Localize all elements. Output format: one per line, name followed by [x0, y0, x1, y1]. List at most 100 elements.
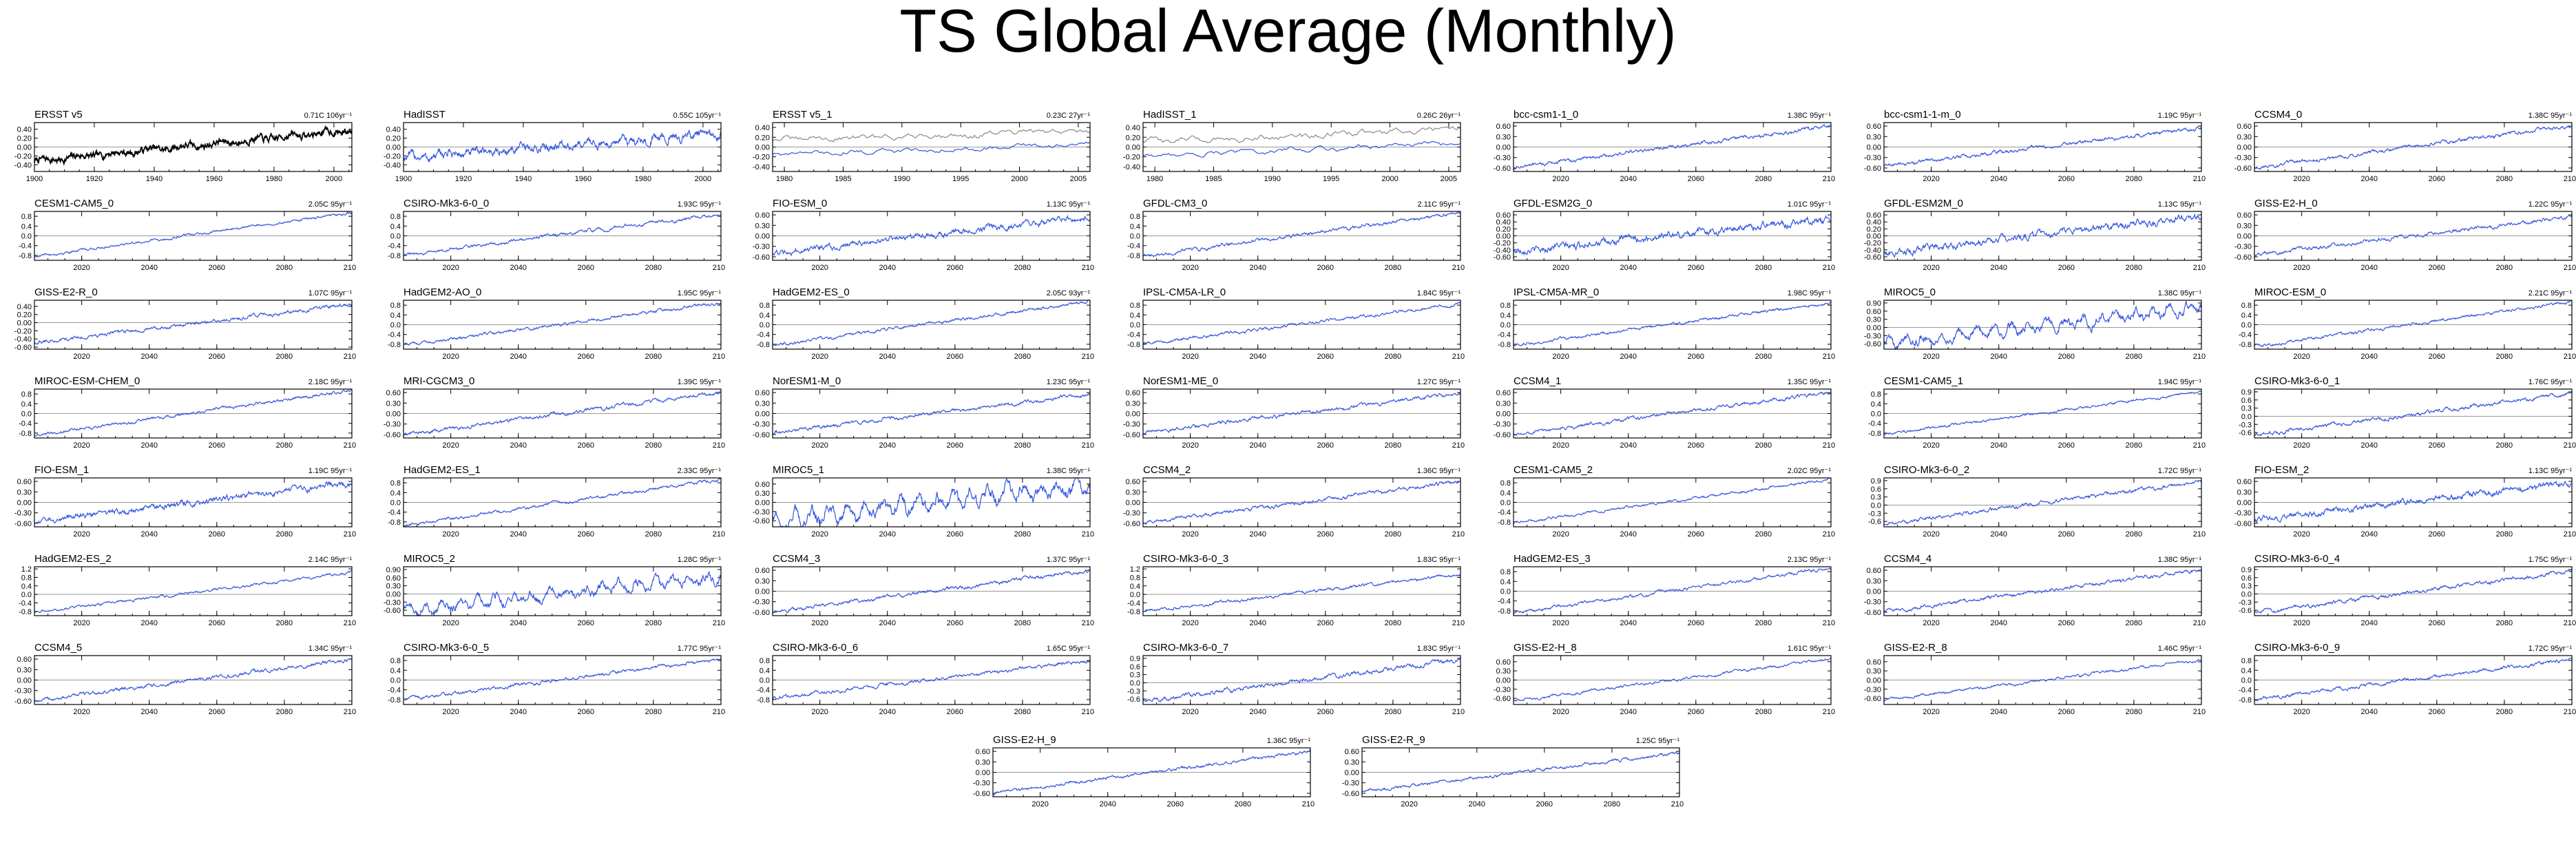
x-tick-label: 2060	[947, 353, 963, 361]
x-tick-label: 2020	[811, 530, 828, 539]
series-line-giss-e2-r-0	[34, 303, 353, 345]
trend-label: 1.36C 95yr⁻¹	[1267, 737, 1311, 745]
x-tick-label: 2100	[2193, 708, 2206, 716]
y-tick-label: -0.30	[753, 421, 770, 429]
x-tick-label: 2060	[2058, 264, 2075, 272]
chart-panel-gfdl-cm3-0: GFDL-CM3_0 2.11C 95yr⁻¹ 0.80.4 0.0-0.4-0.8 2…	[1127, 198, 1465, 272]
x-tick-label: 2020	[1182, 264, 1198, 272]
x-tick-label: 2000	[1011, 175, 1027, 183]
y-tick-label: -0.8	[1127, 341, 1140, 349]
x-tick-label: 1900	[26, 175, 43, 183]
chart-title: HadGEM2-AO_0	[404, 286, 481, 298]
x-tick-label: 2060	[2429, 264, 2445, 272]
y-tick-label: -0.60	[1494, 165, 1511, 173]
x-tick-label: 2080	[2126, 264, 2142, 272]
y-tick-label: 0.4	[390, 667, 401, 675]
x-tick-label: 2100	[344, 353, 356, 361]
y-tick-label: -0.20	[1864, 240, 1881, 248]
y-tick-label: -0.8	[2239, 341, 2252, 349]
y-tick-label: 0.6	[2241, 574, 2252, 583]
trend-label: 1.76C 95yr⁻¹	[2528, 378, 2573, 386]
series-line-ersst-v5	[34, 125, 353, 167]
series-line-csiro-mk3-6-0-6	[772, 660, 1091, 700]
y-tick-label: 0.90	[1867, 300, 1881, 308]
chart-panel-fio-esm-1: FIO-ESM_1 1.19C 95yr⁻¹ 0.60 0.30 0.00 -0.30 -0…	[14, 464, 356, 539]
chart-panel-cesm1-cam5-0: CESM1-CAM5_0 2.05C 95yr⁻¹ 0.80.4 0.0-0.4-0.…	[19, 198, 356, 272]
x-tick-label: 2020	[1552, 530, 1569, 539]
x-tick-label: 2040	[1620, 530, 1637, 539]
y-tick-label: -0.60	[753, 517, 770, 525]
chart-title: CSIRO-Mk3-6-0_3	[1143, 553, 1228, 565]
plot-frame	[2254, 655, 2573, 705]
y-tick-label: -0.4	[19, 420, 32, 428]
x-tick-label: 2080	[2126, 619, 2142, 627]
trend-label: 2.13C 95yr⁻¹	[1788, 556, 1832, 564]
chart-panel-csiro-mk3-6-0-9: CSIRO-Mk3-6-0_9 1.72C 95yr⁻¹ 0.8 0.4 0.0 -0.4…	[2239, 642, 2576, 716]
x-tick-label: 2060	[2058, 619, 2075, 627]
series-line-ccsm4-4	[1883, 569, 2202, 613]
y-tick-label: 0.20	[386, 135, 401, 143]
x-tick-label: 2080	[1235, 800, 1251, 808]
y-tick-label: 0.6	[2241, 397, 2252, 405]
y-tick-label: -0.60	[753, 253, 770, 262]
x-tick-label: 1960	[206, 175, 222, 183]
x-tick-label: 2080	[1385, 530, 1401, 539]
chart-panel-miroc-esm-chem-0: MIROC-ESM-CHEM_0 2.18C 95yr⁻¹0.80.40.0-0.…	[19, 375, 356, 450]
series-line-csiro-mk3-6-0-9	[2254, 657, 2573, 702]
series-line-gfdl-esm2m-0	[1883, 213, 2202, 258]
plot-frame	[1513, 566, 1832, 616]
y-tick-label: 0.0	[2241, 322, 2252, 330]
y-tick-label: -0.30	[973, 780, 990, 788]
chart-panel-hadgem2-ao-0: HadGEM2-AO_0 1.95C 95yr⁻¹ 0.80.4 0.0-0.4-0.…	[388, 286, 725, 361]
chart-title: IPSL-CM5A-MR_0	[1514, 286, 1599, 298]
chart-title: MIROC-ESM_0	[2254, 286, 2326, 298]
y-tick-label: 0.8	[760, 302, 770, 310]
y-tick-label: 0.40	[386, 126, 401, 134]
series-line-miroc-esm-chem-0	[34, 388, 353, 437]
trend-label: 1.95C 95yr⁻¹	[678, 289, 722, 297]
x-tick-label: 2040	[510, 619, 527, 627]
chart-title: GISS-E2-H_8	[1514, 642, 1577, 654]
plot-frame	[1142, 566, 1461, 616]
chart-title: GFDL-CM3_0	[1143, 198, 1207, 209]
y-tick-label: 0.0	[390, 499, 401, 508]
trend-label: 1.38C 95yr⁻¹	[2528, 112, 2573, 120]
trend-label: 0.55C 105yr⁻¹	[673, 112, 722, 120]
y-tick-label: 0.60	[1867, 123, 1881, 131]
chart-title: MIROC5_2	[404, 553, 455, 565]
x-tick-label: 2060	[947, 619, 963, 627]
y-tick-label: 0.8	[390, 302, 401, 310]
plot-frame	[1142, 477, 1461, 527]
trend-label: 2.05C 95yr⁻¹	[308, 200, 353, 209]
x-tick-label: 1920	[455, 175, 472, 183]
y-tick-label: 0.60	[755, 567, 770, 575]
chart-panel-csiro-mk3-6-0-7: CSIRO-Mk3-6-0_7 1.83C 95yr⁻¹0.90.60.30.0-…	[1127, 642, 1465, 716]
y-tick-label: -0.30	[1864, 598, 1881, 607]
trend-label: 2.33C 95yr⁻¹	[678, 467, 722, 475]
trend-label: 1.94C 95yr⁻¹	[2158, 378, 2202, 386]
y-tick-label: 0.8	[760, 657, 770, 665]
x-tick-label: 2080	[276, 353, 293, 361]
series-line-hadgem2-es-3	[1513, 567, 1832, 615]
x-tick-label: 2080	[276, 708, 293, 716]
x-tick-label: 2100	[1082, 353, 1094, 361]
series-line-model	[1142, 140, 1461, 158]
y-tick-label: 0.00	[1496, 144, 1511, 152]
plot-frame	[34, 566, 353, 616]
series-line-ccsm4-3	[772, 569, 1091, 614]
y-tick-label: 0.00	[755, 410, 770, 419]
x-tick-label: 2020	[1923, 264, 1939, 272]
y-tick-label: 0.00	[1496, 410, 1511, 419]
x-tick-label: 2060	[2058, 175, 2075, 183]
y-tick-label: -0.4	[757, 331, 770, 340]
series-line-csiro-mk3-6-0-2	[1883, 479, 2202, 526]
y-tick-label: -0.60	[2234, 253, 2252, 262]
x-tick-label: 2040	[1991, 264, 2007, 272]
trend-label: 0.71C 106yr⁻¹	[304, 112, 353, 120]
chart-title: NorESM1-M_0	[773, 375, 841, 387]
x-tick-label: 2060	[1317, 264, 1334, 272]
trend-label: 1.38C 95yr⁻¹	[2158, 289, 2202, 297]
y-tick-label: -0.40	[1864, 247, 1881, 255]
plot-frame	[772, 566, 1091, 616]
x-tick-label: 2020	[73, 441, 90, 450]
